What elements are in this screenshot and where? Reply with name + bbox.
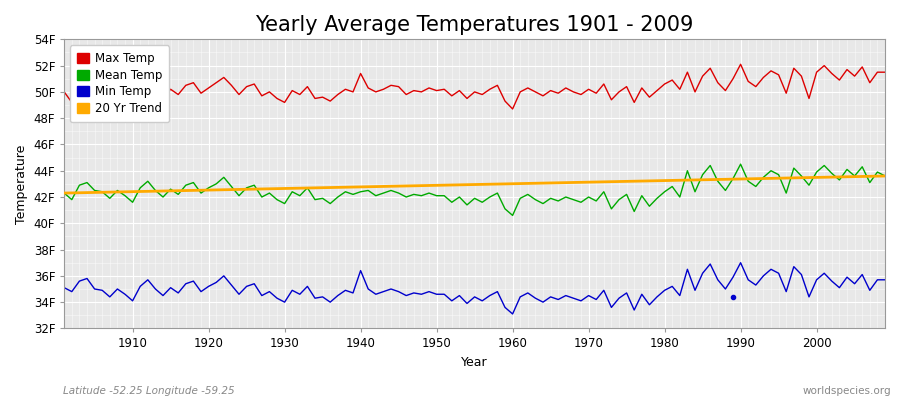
Min Temp — [332, 293, 343, 298]
Mean Temp — [735, 162, 746, 166]
Max Temp — [120, 94, 130, 98]
Max Temp — [508, 106, 518, 111]
Max Temp — [332, 92, 343, 97]
Line: Max Temp: Max Temp — [64, 64, 885, 109]
Mean Temp — [332, 195, 343, 200]
Line: Mean Temp: Mean Temp — [64, 164, 885, 216]
Title: Yearly Average Temperatures 1901 - 2009: Yearly Average Temperatures 1901 - 2009 — [256, 15, 694, 35]
Max Temp — [606, 97, 616, 102]
Text: Latitude -52.25 Longitude -59.25: Latitude -52.25 Longitude -59.25 — [63, 386, 235, 396]
Min Temp — [879, 277, 890, 282]
Mean Temp — [515, 196, 526, 201]
Mean Temp — [500, 206, 510, 211]
Max Temp — [287, 88, 298, 93]
Mean Temp — [120, 193, 130, 198]
Min Temp — [287, 288, 298, 293]
Mean Temp — [879, 174, 890, 178]
Min Temp — [120, 292, 130, 297]
Min Temp — [515, 294, 526, 299]
Min Temp — [735, 260, 746, 265]
Text: worldspecies.org: worldspecies.org — [803, 386, 891, 396]
Min Temp — [58, 285, 69, 290]
Max Temp — [735, 62, 746, 67]
Max Temp — [879, 70, 890, 74]
Max Temp — [515, 90, 526, 94]
Mean Temp — [287, 189, 298, 194]
Legend: Max Temp, Mean Temp, Min Temp, 20 Yr Trend: Max Temp, Mean Temp, Min Temp, 20 Yr Tre… — [70, 45, 169, 122]
Max Temp — [500, 99, 510, 104]
Min Temp — [508, 312, 518, 316]
Max Temp — [58, 90, 69, 94]
Line: Min Temp: Min Temp — [64, 263, 885, 314]
Min Temp — [606, 305, 616, 310]
X-axis label: Year: Year — [462, 356, 488, 369]
Mean Temp — [58, 191, 69, 196]
Y-axis label: Temperature: Temperature — [15, 144, 28, 224]
Mean Temp — [606, 206, 616, 211]
Min Temp — [500, 305, 510, 310]
Mean Temp — [508, 213, 518, 218]
